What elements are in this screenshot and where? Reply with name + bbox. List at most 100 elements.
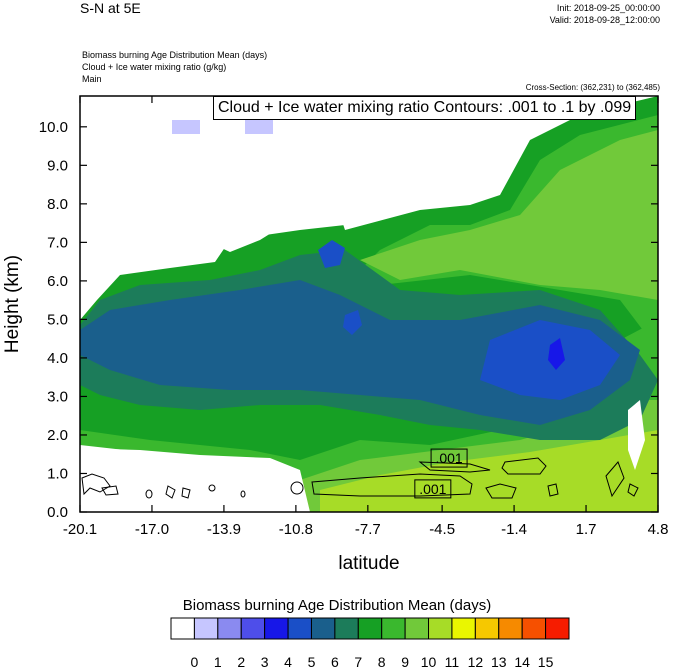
age-5-blob-a <box>343 310 362 335</box>
colorbar-swatch <box>498 617 523 640</box>
contour-line <box>501 457 547 475</box>
y-tick-label: 7.0 <box>47 234 68 251</box>
contour-line <box>181 487 191 499</box>
colorbar-swatch <box>428 617 453 640</box>
colorbar-swatch <box>357 617 383 640</box>
x-tick-label: -10.8 <box>279 521 313 538</box>
colorbar-swatch <box>521 617 547 640</box>
colorbar-swatch <box>545 617 570 640</box>
contour-line <box>418 461 491 473</box>
y-tick-label: 2.0 <box>47 427 68 444</box>
colorbar-swatch <box>170 617 195 640</box>
colorbar-label: 14 <box>514 654 530 668</box>
colorbar-label: 15 <box>538 654 554 668</box>
contour-info-box: Cloud + Ice water mixing ratio Contours:… <box>213 96 637 120</box>
contour-line <box>208 484 216 492</box>
contour-line <box>101 485 119 496</box>
y-axis: 0.0 1.0 2.0 3.0 4.0 5.0 6.0 7.0 8.0 9.0 10.0 <box>39 119 658 521</box>
contour-line <box>547 483 559 497</box>
colorbar-swatch <box>381 617 406 640</box>
colorbar-label: 7 <box>354 654 362 668</box>
colorbar-label: 10 <box>421 654 437 668</box>
age-field <box>80 96 658 512</box>
x-axis: -20.1 -17.0 -13.9 -10.8 -7.7 -4.5 -1.4 1.7 4.8 <box>63 96 669 538</box>
x-tick-label: 1.7 <box>576 521 597 538</box>
contour-annotation-box <box>430 448 468 468</box>
colorbar-swatch <box>310 617 336 640</box>
y-tick-label: 0.0 <box>47 504 68 521</box>
valid-time: Valid: 2018-09-28_12:00:00 <box>549 15 660 25</box>
colorbar-label: 13 <box>491 654 507 668</box>
contour-line <box>81 473 111 496</box>
contour-line <box>145 489 153 499</box>
colorbar-label: 3 <box>261 654 269 668</box>
colorbar-label: 11 <box>445 654 460 668</box>
cross-section-info: Cross-Section: (362,231) to (362,485) <box>525 83 660 92</box>
colorbar-swatch <box>474 617 500 640</box>
subtitle-field: Biomass burning Age Distribution Mean (d… <box>82 50 268 60</box>
colorbar-label: 9 <box>401 654 409 668</box>
age-5-blob-b <box>318 240 345 268</box>
colorbar-label: 5 <box>308 654 316 668</box>
contour-line <box>605 461 625 498</box>
y-tick-label: 10.0 <box>39 119 68 136</box>
surface-blank-region <box>80 448 310 512</box>
x-tick-label: -20.1 <box>63 521 97 538</box>
contour-line <box>240 490 246 498</box>
x-tick-label: -7.7 <box>355 521 381 538</box>
x-tick-label: -4.5 <box>429 521 455 538</box>
y-tick-label: 9.0 <box>47 157 68 174</box>
colorbar-label: 12 <box>468 654 484 668</box>
contour-line <box>165 485 176 499</box>
blank-region <box>80 96 540 252</box>
cloud-contours <box>81 457 639 499</box>
colorbar-label: 2 <box>237 654 245 668</box>
y-tick-label: 5.0 <box>47 311 68 328</box>
contour-line <box>290 481 304 495</box>
right-blank-region <box>628 400 645 470</box>
colorbar-swatch <box>240 617 266 640</box>
colorbar-label: 1 <box>214 654 222 668</box>
age-1-patch-b <box>245 120 273 134</box>
colorbar-swatch <box>334 617 359 640</box>
plot-title: S-N at 5E <box>80 0 141 16</box>
subtitle-domain: Main <box>82 74 102 84</box>
x-tick-label: -13.9 <box>207 521 241 538</box>
x-tick-label: -1.4 <box>501 521 527 538</box>
contour-line <box>627 483 639 497</box>
colorbar-label: 8 <box>378 654 386 668</box>
contour-line <box>311 473 473 497</box>
colorbar-swatch <box>287 617 312 640</box>
age-10-upper-region <box>360 130 658 300</box>
colorbar-label: 0 <box>191 654 199 668</box>
colorbar-swatch <box>217 617 242 640</box>
y-tick-label: 6.0 <box>47 273 68 290</box>
age-11-region <box>320 430 658 512</box>
y-tick-label: 4.0 <box>47 350 68 367</box>
age-1-patch-a <box>172 120 200 134</box>
y-tick-label: 1.0 <box>47 465 68 482</box>
x-tick-label: -17.0 <box>135 521 169 538</box>
contour-annotation-box <box>414 479 452 499</box>
subtitle-contour: Cloud + Ice water mixing ratio (g/kg) <box>82 62 227 72</box>
colorbar-swatch <box>451 617 476 640</box>
age-6-region <box>80 280 640 425</box>
x-tick-label: 4.8 <box>648 521 669 538</box>
colorbar-label: 6 <box>331 654 339 668</box>
colorbar-swatch <box>193 617 219 640</box>
colorbar-title: Biomass burning Age Distribution Mean (d… <box>182 597 492 614</box>
contour-annotations: .001 .001 <box>414 448 468 499</box>
contour-annotation-label: .001 <box>419 481 446 497</box>
y-tick-label: 3.0 <box>47 388 68 405</box>
init-time: Init: 2018-09-25_00:00:00 <box>556 3 660 13</box>
contour-line <box>485 483 517 499</box>
x-axis-label: latitude <box>338 553 399 574</box>
contour-annotation-label: .001 <box>435 450 462 466</box>
colorbar-label: 4 <box>284 654 292 668</box>
y-axis-label: Height (km) <box>2 255 23 353</box>
colorbar-swatch <box>404 617 430 640</box>
colorbar-swatch <box>264 617 289 640</box>
age-4-core <box>548 338 565 370</box>
colorbar: 0 1 2 3 4 5 6 7 8 9 10 11 12 13 14 15 <box>170 617 570 668</box>
